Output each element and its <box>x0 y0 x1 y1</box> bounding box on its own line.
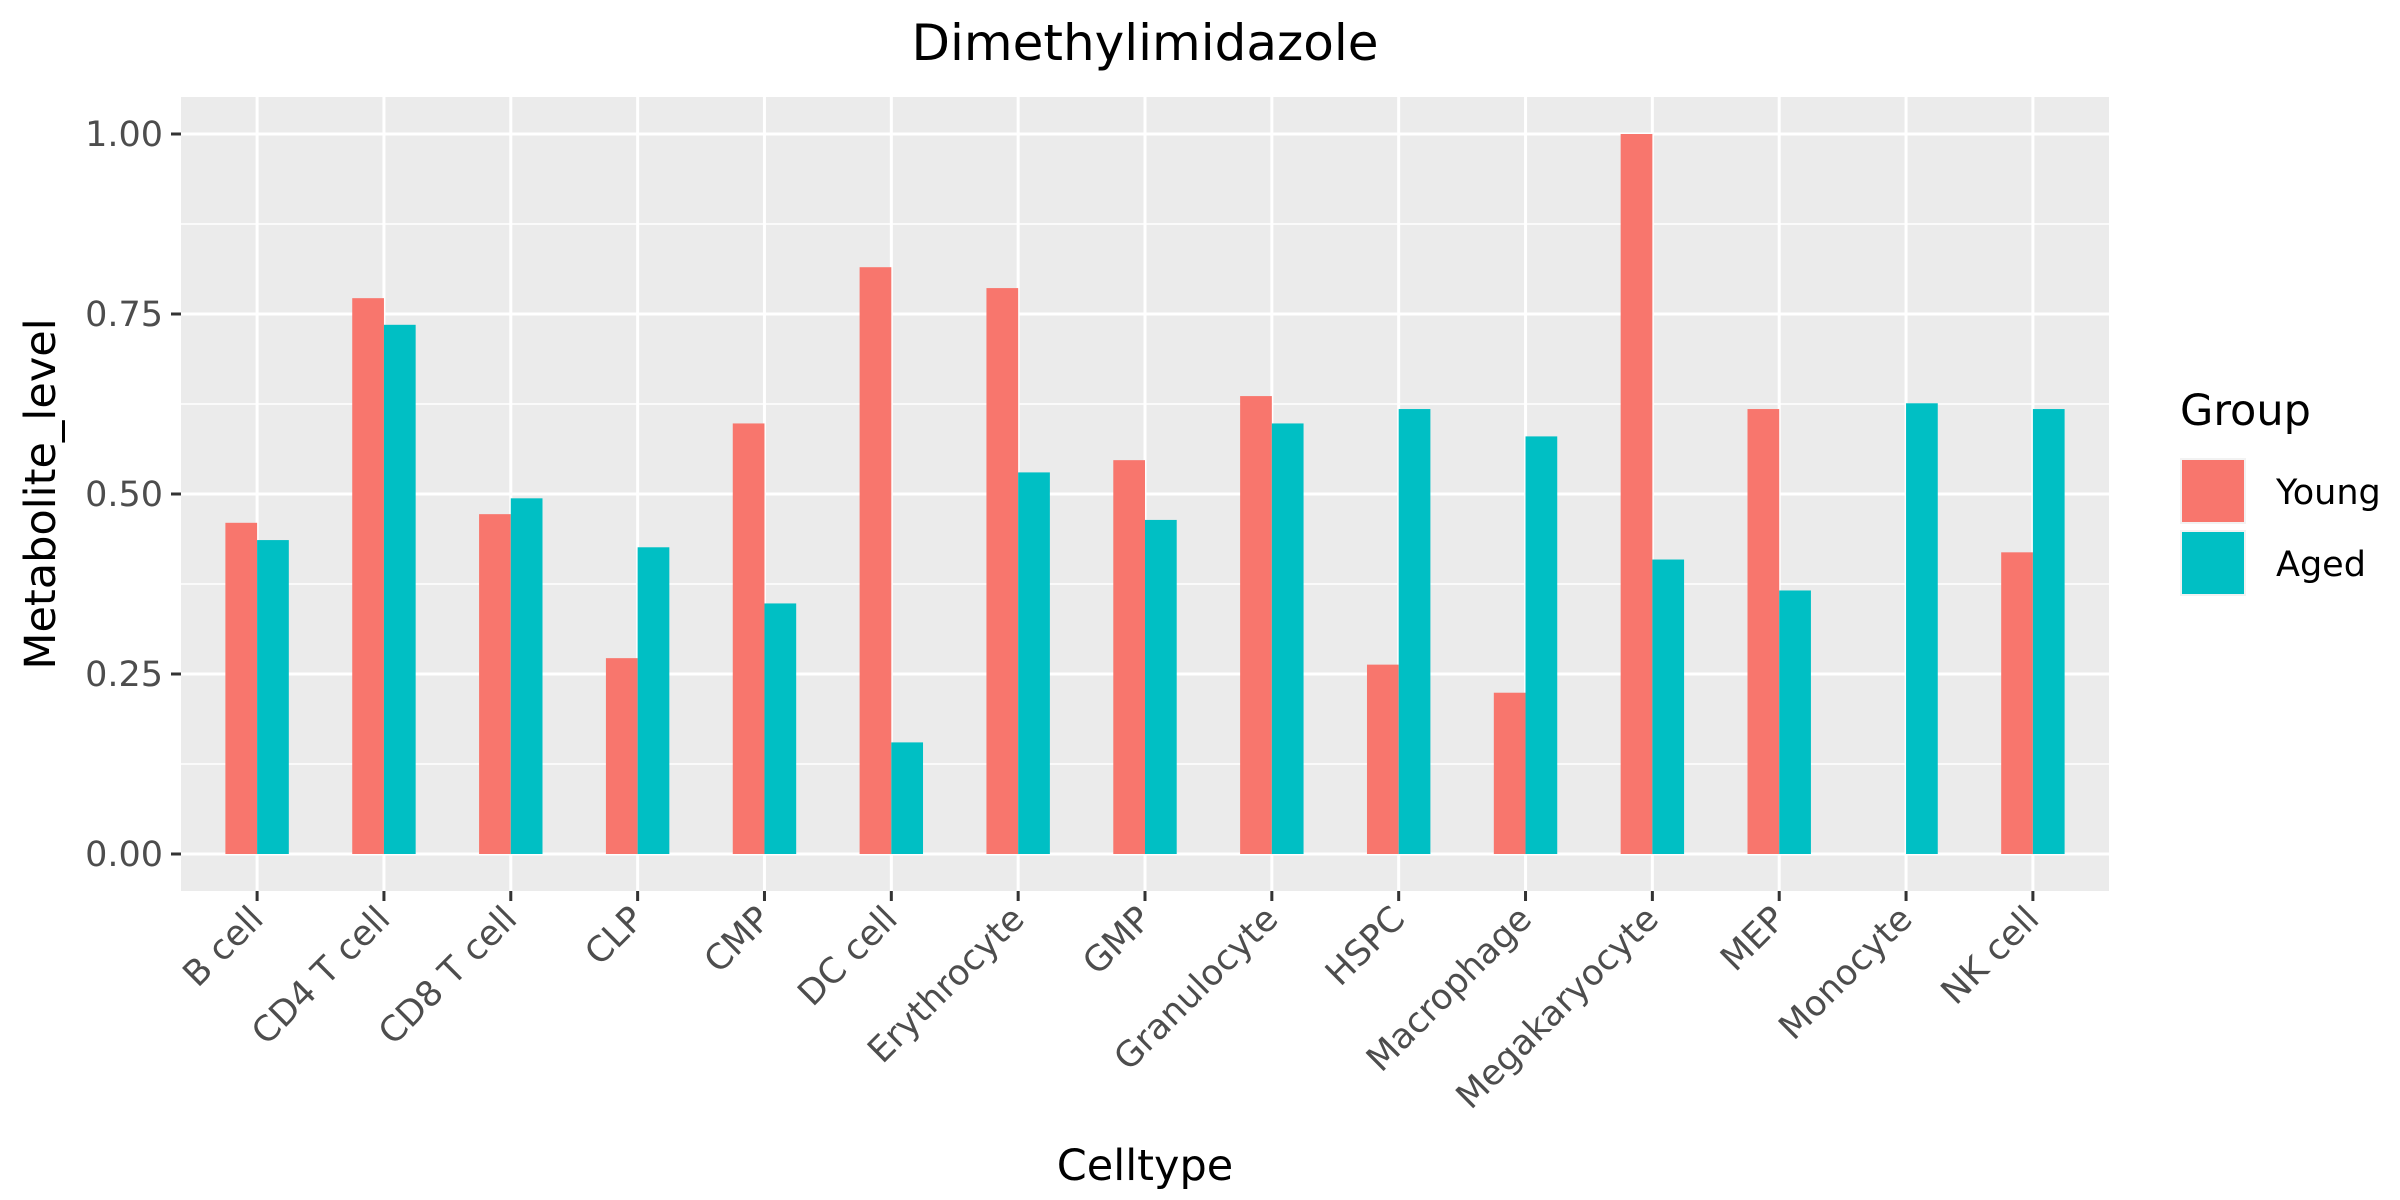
bar-young-b-cell <box>225 522 258 854</box>
y-tick-label: 0.75 <box>85 295 163 335</box>
legend-label-young: Young <box>2275 473 2381 513</box>
legend-label-aged: Aged <box>2276 545 2366 585</box>
bar-young-mep <box>1747 409 1780 854</box>
x-tick-label: NK cell <box>1934 899 2047 1012</box>
bar-young-granulocyte <box>1240 396 1272 854</box>
x-axis-title: Celltype <box>1057 1141 1233 1191</box>
x-tick-label: HSPC <box>1318 899 1413 994</box>
bar-aged-granulocyte <box>1271 423 1304 854</box>
x-tick-label: CD8 T cell <box>371 899 525 1053</box>
bar-aged-cmp <box>764 603 797 854</box>
y-axis-title: Metabolite_level <box>16 318 66 669</box>
bar-aged-macrophage <box>1525 436 1558 854</box>
bar-aged-erythrocyte <box>1018 472 1050 854</box>
bar-aged-cd4-t-cell <box>383 324 416 854</box>
bar-young-cmp <box>732 423 765 854</box>
bar-young-hspc <box>1366 664 1399 854</box>
bar-young-clp <box>605 658 638 854</box>
bar-young-dc-cell <box>859 267 892 854</box>
x-tick-label: MEP <box>1713 899 1793 979</box>
bar-young-cd4-t-cell <box>352 298 384 854</box>
bar-aged-nk-cell <box>2032 409 2065 854</box>
bar-young-cd8-t-cell <box>479 514 511 854</box>
bars <box>225 134 2065 854</box>
x-tick-label: CMP <box>697 899 779 981</box>
bar-young-megakaryocyte <box>1620 134 1653 854</box>
x-tick-label: GMP <box>1076 899 1160 983</box>
bar-young-macrophage <box>1493 692 1526 854</box>
x-tick-label: B cell <box>176 899 272 995</box>
chart-title: Dimethylimidazole <box>912 14 1379 72</box>
x-tick-label: CLP <box>578 899 652 973</box>
bar-aged-dc-cell <box>891 742 924 854</box>
bar-young-erythrocyte <box>986 288 1019 854</box>
bar-young-gmp <box>1113 460 1145 854</box>
bar-aged-hspc <box>1398 409 1431 854</box>
bar-aged-b-cell <box>257 540 289 854</box>
bar-aged-cd8-t-cell <box>510 498 543 854</box>
x-tick-label: DC cell <box>791 899 906 1014</box>
y-axis: 0.00 0.25 0.50 0.75 1.00 <box>85 115 181 875</box>
bar-aged-gmp <box>1145 519 1177 854</box>
bar-young-nk-cell <box>2001 552 2033 854</box>
legend-title: Group <box>2180 386 2311 436</box>
bar-aged-megakaryocyte <box>1652 559 1685 854</box>
bar-aged-monocyte <box>1906 403 1938 854</box>
legend: Group Young Aged <box>2180 386 2381 596</box>
legend-swatch-young <box>2182 460 2244 522</box>
bar-aged-mep <box>1779 590 1811 854</box>
x-tick-label: Monocyte <box>1772 899 1921 1048</box>
y-tick-label: 0.25 <box>85 655 163 695</box>
y-tick-label: 0.00 <box>85 835 163 875</box>
bar-aged-clp <box>637 547 670 854</box>
y-tick-label: 0.50 <box>85 475 163 515</box>
legend-swatch-aged <box>2182 532 2244 594</box>
y-tick-label: 1.00 <box>85 115 163 155</box>
